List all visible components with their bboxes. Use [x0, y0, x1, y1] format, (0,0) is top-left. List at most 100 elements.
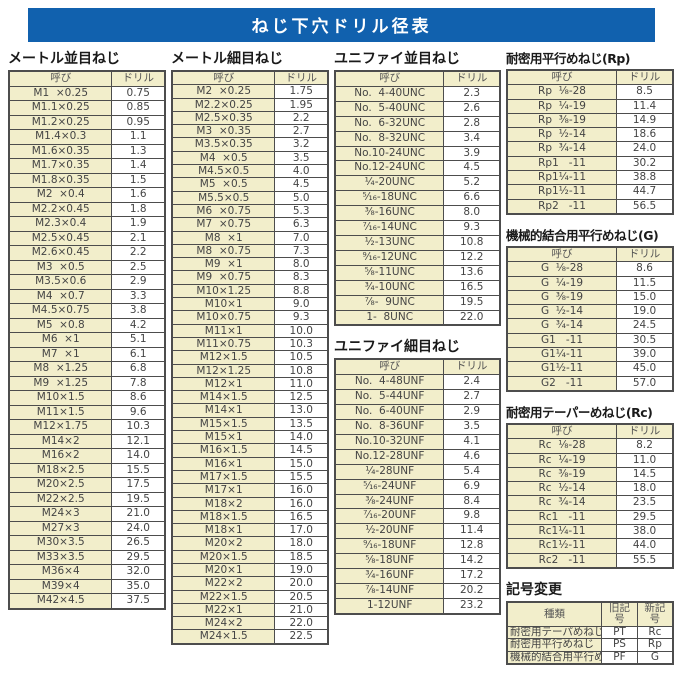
thread-designation: M1.6×0.35	[8, 143, 113, 159]
thread-designation: No. 6-40UNF	[334, 404, 445, 421]
column-header-drill: ドリル	[616, 69, 674, 86]
column-header-new-symbol: 新記号	[636, 601, 674, 627]
drill-value: 8.6	[616, 261, 674, 277]
drill-value: 7.0	[274, 230, 329, 245]
drill-value: 44.7	[616, 184, 674, 200]
thread-designation: M17×1.5	[171, 469, 276, 485]
column-header-designation: 呼び	[8, 70, 113, 87]
table-row: M16×1 15.0	[171, 456, 329, 471]
table-row: Rp ¹⁄₈-28 8.5	[506, 84, 674, 100]
table-row: M16×1.5 14.5	[171, 443, 329, 458]
table-row: ³⁄₈-16UNC 8.0	[334, 205, 501, 222]
thread-designation: M5.5×0.5	[171, 190, 276, 205]
rc-table: 呼び ドリル Rc ¹⁄₈-28 8.2 Rc ¹⁄₄-19 11.0 Rc ³⁄₈-1…	[506, 422, 674, 569]
thread-designation: M20×2.5	[8, 477, 113, 493]
drill-value: 2.1	[111, 230, 166, 246]
table-row: M17×1 16.0	[171, 483, 329, 498]
table-row: M22×1.5 20.5	[171, 589, 329, 604]
table-row: M22×1 21.0	[171, 602, 329, 618]
thread-designation: M20×2	[171, 536, 276, 551]
drill-value: 30.5	[616, 332, 674, 349]
drill-value: 11.5	[616, 275, 674, 291]
thread-designation: ¹⁄₄-28UNF	[334, 463, 445, 480]
thread-designation: 耐密用平行めねじ	[506, 638, 603, 652]
thread-designation: No. 8-32UNC	[334, 130, 445, 147]
thread-designation: M9 ×1	[171, 257, 276, 272]
column-header-designation: 呼び	[506, 423, 618, 440]
table-row: Rp1 -11 30.2	[506, 155, 674, 172]
section-title-metric-fine: メートル細目ねじ	[171, 51, 283, 67]
thread-designation: M1 ×0.25	[8, 85, 113, 101]
table-header-row: 種類 旧記号 新記号	[506, 601, 674, 627]
drill-value: 21.0	[111, 506, 166, 522]
thread-designation: M3.5×0.6	[8, 274, 113, 290]
thread-designation: M1.4×0.3	[8, 129, 113, 145]
thread-designation: No. 6-32UNC	[334, 115, 445, 132]
table-row: G ¹⁄₄-19 11.5	[506, 275, 674, 291]
drill-value: 2.2	[274, 110, 329, 126]
thread-designation: M16×2	[8, 448, 113, 464]
thread-designation: ¹⁄₄-20UNC	[334, 175, 445, 192]
drill-value: 6.9	[443, 478, 501, 495]
thread-designation: M36×4	[8, 564, 113, 580]
section-title-rc: 耐密用テーパーめねじ(Rc)	[506, 404, 653, 420]
thread-designation: M9 ×1.25	[8, 375, 113, 391]
table-row: M3 ×0.35 2.7	[171, 124, 329, 139]
drill-value: 55.5	[616, 552, 674, 569]
thread-designation: 1-12UNF	[334, 597, 445, 615]
drill-value: 2.6	[443, 100, 501, 117]
table-row: M6 ×1 5.1	[8, 332, 166, 348]
table-row: Rp ¹⁄₂-14 18.6	[506, 127, 674, 143]
drill-value: 14.2	[443, 553, 501, 570]
table-row: M2.3×0.4 1.9	[8, 216, 166, 232]
table-row: ³⁄₈-24UNF 8.4	[334, 493, 501, 510]
table-header-row: 呼び ドリル	[8, 70, 166, 87]
drill-value: 38.0	[616, 524, 674, 540]
table-row: M3 ×0.5 2.5	[8, 259, 166, 275]
thread-designation: M22×1	[171, 602, 276, 618]
table-row: ³⁄₄-10UNC 16.5	[334, 279, 501, 296]
thread-designation: G ³⁄₈-19	[506, 289, 618, 306]
table-row: M5.5×0.5 5.0	[171, 190, 329, 205]
table-row: Rc1¹⁄₄-11 38.0	[506, 524, 674, 540]
drill-value: 8.3	[274, 270, 329, 285]
table-row: ¹⁄₄-28UNF 5.4	[334, 463, 501, 480]
drill-value: 5.2	[443, 175, 501, 192]
drill-value: Rc	[636, 625, 674, 640]
table-row: No. 5-40UNC 2.6	[334, 100, 501, 117]
thread-designation: Rc ¹⁄₂-14	[506, 481, 618, 497]
thread-designation: G ¹⁄₄-19	[506, 275, 618, 291]
thread-designation: ⁵⁄₁₆-24UNF	[334, 478, 445, 495]
drill-value: 8.0	[443, 205, 501, 222]
table-row: No. 8-36UNF 3.5	[334, 419, 501, 435]
table-row: M1.1×0.25 0.85	[8, 100, 166, 116]
drill-value: 15.0	[616, 289, 674, 306]
drill-value: 1.9	[111, 216, 166, 232]
drill-value: 5.3	[274, 203, 329, 219]
thread-designation: M1.1×0.25	[8, 100, 113, 116]
thread-designation: M10×1.5	[8, 390, 113, 406]
thread-designation: M1.2×0.25	[8, 114, 113, 130]
drill-value: 9.3	[443, 220, 501, 236]
table-row: Rc1¹⁄₂-11 44.0	[506, 538, 674, 554]
table-row: M1.6×0.35 1.3	[8, 143, 166, 159]
column-header-drill: ドリル	[274, 70, 329, 86]
symbol-change-table: 種類 旧記号 新記号 耐密用テーパめねじ PT Rc 耐密用平行めねじ PS Rp 機械的結…	[506, 600, 674, 666]
table-row: M8 ×1 7.0	[171, 230, 329, 245]
table-row: M12×1.5 10.5	[171, 350, 329, 365]
thread-designation: Rp ³⁄₈-19	[506, 112, 618, 129]
drill-value: 3.2	[274, 137, 329, 152]
thread-designation: Rc ³⁄₄-14	[506, 495, 618, 511]
drill-value: 29.5	[111, 549, 166, 565]
drill-value: 24.0	[111, 520, 166, 536]
rp-table: 呼び ドリル Rp ¹⁄₈-28 8.5 Rp ¹⁄₄-19 11.4 Rp ³⁄₈-1…	[506, 69, 674, 215]
thread-designation: Rp2 -11	[506, 198, 618, 215]
thread-designation: Rc1¹⁄₂-11	[506, 538, 618, 554]
thread-designation: 機械的結合用平行めねじ	[506, 650, 603, 665]
thread-designation: G ¹⁄₈-28	[506, 261, 618, 277]
table-row: G1 -11 30.5	[506, 332, 674, 349]
thread-designation: M22×1.5	[171, 589, 276, 604]
column-pipe-threads: 耐密用平行めねじ(Rp) 呼び ドリル Rp ¹⁄₈-28 8.5 Rp ¹⁄₄-1…	[506, 47, 674, 666]
thread-designation: M11×1	[171, 323, 276, 338]
table-row: M16×2 14.0	[8, 448, 166, 464]
